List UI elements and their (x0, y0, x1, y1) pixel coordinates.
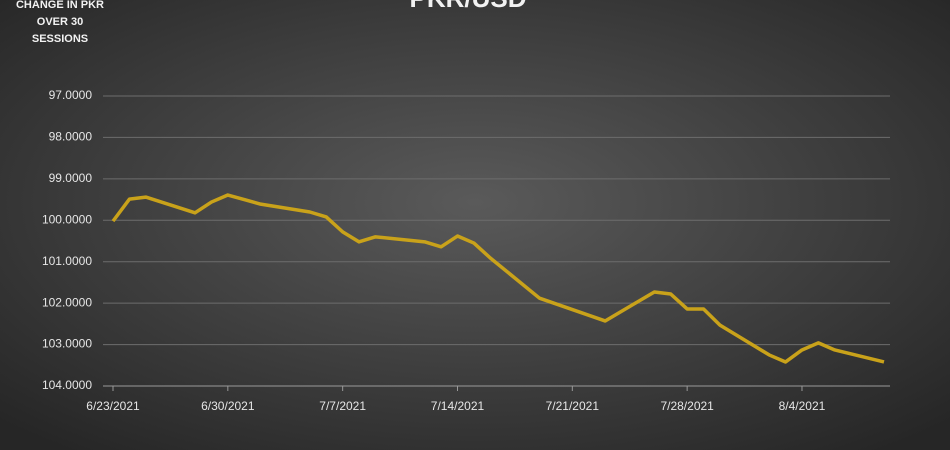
y-tick-label: 97.0000 (49, 88, 93, 102)
y-axis-label: CHANGE IN PKR OVER 30 SESSIONS (15, 0, 104, 45)
y-label-box: CHANGE IN PKR OVER 30 SESSIONS (15, 0, 104, 45)
y-tick-label: 101.0000 (42, 254, 92, 268)
x-tick-label: 6/30/2021 (201, 399, 255, 413)
y-tick-label: 102.0000 (42, 295, 92, 309)
y-tick-label: 99.0000 (49, 171, 93, 185)
y-tick-label: 104.0000 (42, 378, 92, 392)
chart-title: PKR/USD (409, 0, 526, 13)
x-tick-label: 7/28/2021 (660, 399, 714, 413)
x-tick-label: 7/14/2021 (431, 399, 485, 413)
x-tick-label: 7/7/2021 (319, 399, 366, 413)
x-tick-label: 7/21/2021 (546, 399, 600, 413)
line-series (111, 193, 885, 364)
x-tick-label: 6/23/2021 (86, 399, 140, 413)
y-tick-label: 100.0000 (42, 212, 92, 226)
y-tick-label: 103.0000 (42, 337, 92, 351)
x-tick-label: 8/4/2021 (779, 399, 826, 413)
y-tick-label: 98.0000 (49, 130, 93, 144)
